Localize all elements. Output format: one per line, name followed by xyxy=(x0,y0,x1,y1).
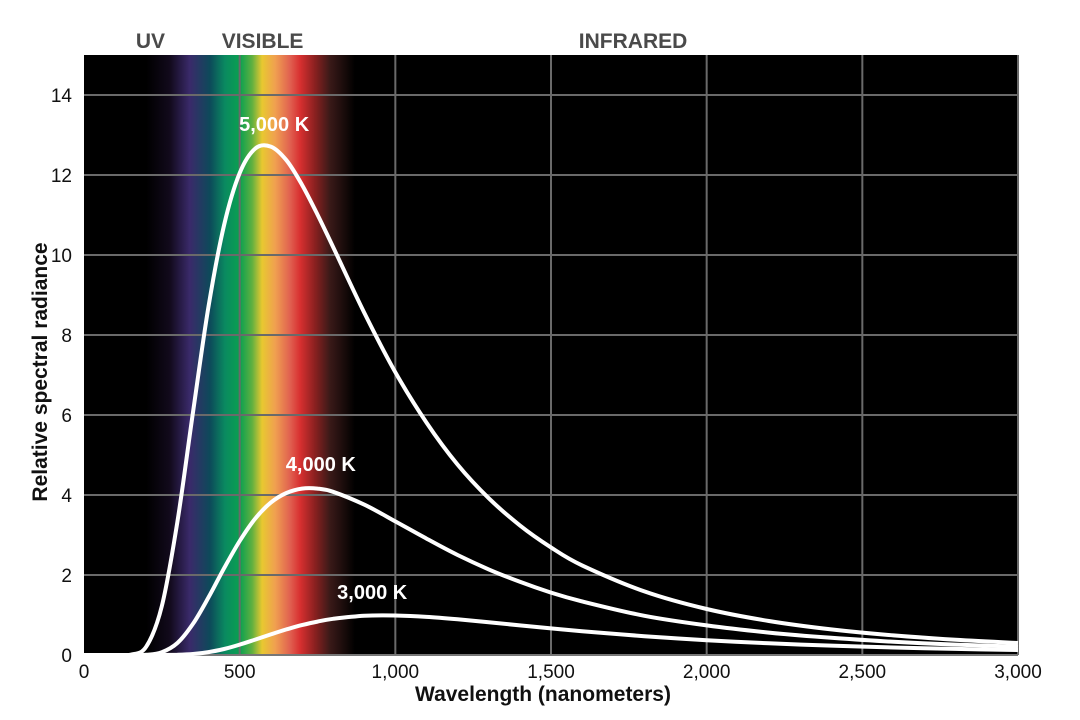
curve-4000k xyxy=(84,486,1019,658)
y-tick-label: 8 xyxy=(61,326,72,347)
curve-label: 4,000 K xyxy=(286,454,357,476)
curve-5000k xyxy=(84,143,1019,658)
curve-label: 5,000 K xyxy=(239,114,310,136)
y-tick-label: 6 xyxy=(61,406,72,427)
y-tick-label: 0 xyxy=(61,646,72,667)
x-tick-label: 0 xyxy=(79,662,90,683)
y-tick-label: 10 xyxy=(51,246,72,267)
curves: 5,000 K 4,000 K 3,000 K xyxy=(84,114,1019,658)
x-tick-label: 500 xyxy=(224,662,256,683)
curve-label: 3,000 K xyxy=(337,582,408,604)
region-label-visible: VISIBLE xyxy=(222,30,304,53)
x-tick-label: 2,000 xyxy=(683,662,731,683)
x-tick-label: 1,000 xyxy=(372,662,420,683)
y-axis-title: Relative spectral radiance xyxy=(29,242,52,501)
x-axis-ticks: 0 500 1,000 1,500 2,000 2,500 3,000 xyxy=(79,662,1042,683)
x-tick-label: 3,000 xyxy=(994,662,1042,683)
x-axis-title: Wavelength (nanometers) xyxy=(415,683,671,706)
y-tick-label: 12 xyxy=(51,166,72,187)
region-label-uv: UV xyxy=(136,30,165,53)
y-tick-label: 14 xyxy=(51,86,73,107)
x-tick-label: 2,500 xyxy=(839,662,887,683)
y-axis-ticks: 0 2 4 6 8 10 12 14 xyxy=(51,86,73,667)
y-tick-label: 4 xyxy=(61,486,72,507)
curve-3000k xyxy=(84,613,1019,657)
gridlines xyxy=(84,55,1019,656)
y-tick-label: 2 xyxy=(61,566,72,587)
x-tick-label: 1,500 xyxy=(527,662,575,683)
region-labels: UV VISIBLE INFRARED xyxy=(136,30,687,53)
region-label-infrared: INFRARED xyxy=(579,30,688,53)
